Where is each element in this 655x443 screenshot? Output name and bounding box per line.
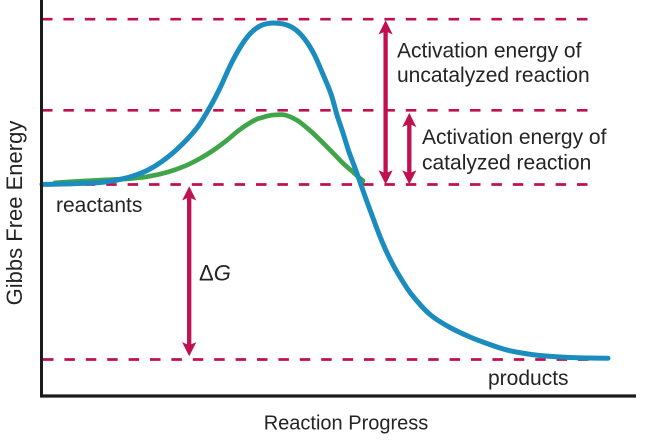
svg-text:ΔG: ΔG xyxy=(199,261,231,286)
svg-text:Activation energy of: Activation energy of xyxy=(422,126,607,149)
svg-text:Reaction Progress: Reaction Progress xyxy=(264,413,429,435)
svg-text:Gibbs Free Energy: Gibbs Free Energy xyxy=(2,121,27,306)
svg-text:products: products xyxy=(488,367,569,390)
svg-text:reactants: reactants xyxy=(56,194,142,217)
svg-text:catalyzed reaction: catalyzed reaction xyxy=(422,152,591,175)
svg-text:uncatalyzed reaction: uncatalyzed reaction xyxy=(397,64,590,87)
svg-text:Activation energy of: Activation energy of xyxy=(397,40,582,63)
